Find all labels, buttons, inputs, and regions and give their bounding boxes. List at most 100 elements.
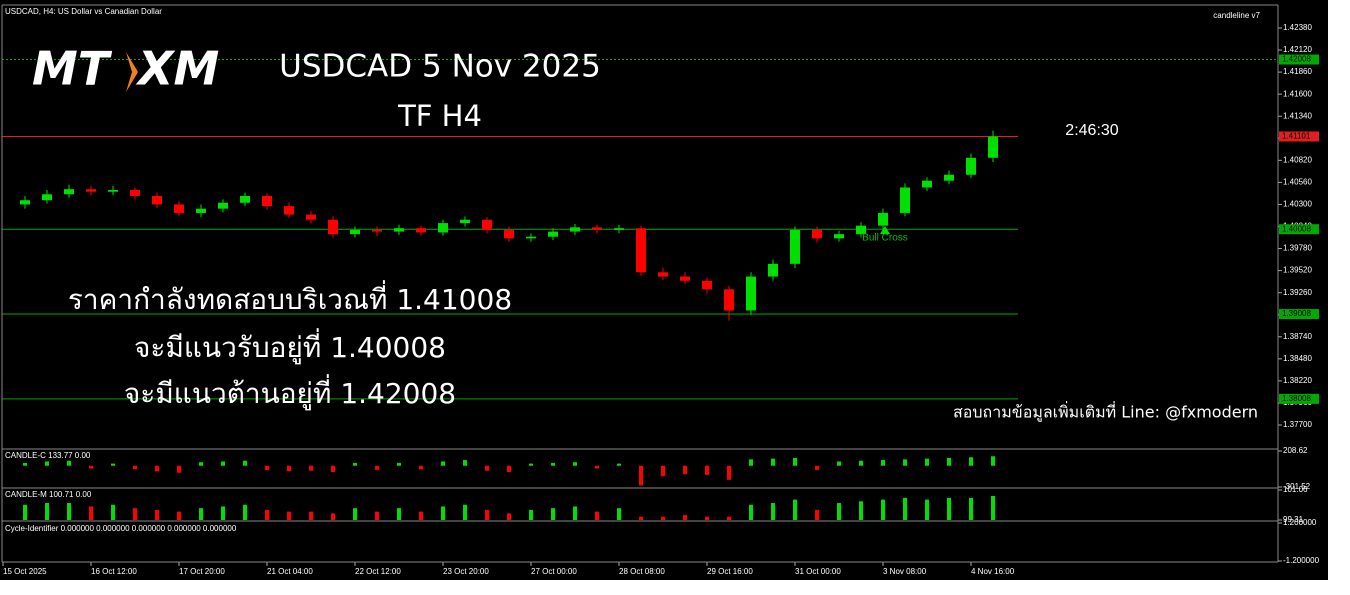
histogram-bar xyxy=(815,509,819,520)
candle-body xyxy=(790,229,800,264)
candle-body xyxy=(592,227,602,230)
x-tick-label: 22 Oct 12:00 xyxy=(355,567,401,576)
histogram-bar xyxy=(639,516,643,520)
bull-cross-arrow xyxy=(880,226,890,234)
histogram-bar xyxy=(199,462,203,466)
candle-body xyxy=(130,190,140,196)
candle-body xyxy=(306,214,316,220)
histogram-bar xyxy=(485,509,489,520)
x-tick-label: 31 Oct 00:00 xyxy=(795,567,841,576)
histogram-bar xyxy=(287,465,291,472)
histogram-bar xyxy=(485,465,489,471)
price-label-bg xyxy=(1279,309,1319,320)
histogram-bar xyxy=(375,511,379,520)
histogram-bar xyxy=(903,497,907,520)
y-tick-label: 1.42380 xyxy=(1283,23,1312,32)
price-label-bg xyxy=(1279,393,1319,404)
indicator-name: candleline v7 xyxy=(1213,11,1260,20)
candle-body xyxy=(922,180,932,188)
y-tick-label: 1.40560 xyxy=(1283,177,1312,186)
histogram-bar xyxy=(67,460,71,466)
footer: สอบถามข้อมูลเพิ่มเติมที่ Line: @fxmodern xyxy=(953,401,1258,423)
histogram-bar xyxy=(947,497,951,520)
histogram-bar xyxy=(133,508,137,520)
candle-body xyxy=(614,228,624,230)
text-layer: USDCAD, H4: US Dollar vs Canadian Dollar… xyxy=(1,4,1320,576)
histogram-bar xyxy=(23,504,27,520)
histogram-bar xyxy=(661,465,665,477)
x-tick-label: 27 Oct 00:00 xyxy=(531,567,577,576)
candle-body xyxy=(240,195,250,203)
y-tick-label: 1.41340 xyxy=(1283,111,1312,120)
x-tick-label: 17 Oct 20:00 xyxy=(179,567,225,576)
histogram-bar xyxy=(925,458,929,466)
plot-layer xyxy=(2,27,1282,566)
histogram-bar xyxy=(419,465,423,470)
candle-body xyxy=(680,276,690,281)
candle-body xyxy=(548,231,558,237)
panel-title: CANDLE-M 100.71 0.00 xyxy=(5,490,92,499)
chart-title: USDCAD 5 Nov 2025 xyxy=(279,49,601,85)
candle-body xyxy=(724,289,734,311)
candle-body xyxy=(988,136,998,158)
histogram-bar xyxy=(45,503,49,520)
x-tick-label: 23 Oct 20:00 xyxy=(443,567,489,576)
histogram-bar xyxy=(463,504,467,520)
candle-body xyxy=(658,272,668,277)
y-tick-label: -301.52 xyxy=(1283,482,1311,491)
logo-arrow xyxy=(126,52,138,92)
histogram-bar xyxy=(837,461,841,466)
candle-body xyxy=(702,280,712,290)
background xyxy=(0,0,1328,580)
histogram-bar xyxy=(133,465,137,470)
histogram-bar xyxy=(67,503,71,520)
x-tick-label: 3 Nov 08:00 xyxy=(883,567,927,576)
histogram-bar xyxy=(639,465,643,486)
histogram-bar xyxy=(969,497,973,520)
histogram-bar xyxy=(507,513,511,520)
candle-body xyxy=(460,219,470,224)
histogram-bar xyxy=(397,462,401,466)
annotation: Bull Cross xyxy=(862,233,908,244)
x-tick-label: 21 Oct 04:00 xyxy=(267,567,313,576)
logo-xm: XM xyxy=(135,42,219,96)
histogram-bar xyxy=(463,460,467,466)
histogram-bar xyxy=(793,457,797,466)
histogram-bar xyxy=(617,508,621,520)
y-tick-label: 101.06 xyxy=(1283,485,1308,494)
price-label-bg xyxy=(1279,54,1319,65)
candle-body xyxy=(504,229,514,239)
histogram-bar xyxy=(991,496,995,520)
candle-body xyxy=(416,228,426,233)
candle-body xyxy=(394,228,404,232)
histogram-bar xyxy=(155,509,159,520)
histogram-bar xyxy=(925,499,929,520)
x-tick-label: 29 Oct 16:00 xyxy=(707,567,753,576)
candle-body xyxy=(812,229,822,239)
histogram-bar xyxy=(23,462,27,466)
x-tick-label: 16 Oct 12:00 xyxy=(91,567,137,576)
histogram-bar xyxy=(529,463,533,466)
y-tick-label: 1.39780 xyxy=(1283,244,1312,253)
histogram-bar xyxy=(727,465,731,480)
histogram-bar xyxy=(199,508,203,520)
candle-body xyxy=(328,219,338,235)
panel-title: Cycle-Identifier 0.000000 0.000000 0.000… xyxy=(5,524,237,533)
histogram-bar xyxy=(243,460,247,466)
histogram-bar xyxy=(45,461,49,466)
price-label: 1.41101 xyxy=(1282,132,1311,141)
histogram-bar xyxy=(265,509,269,520)
price-label-bg xyxy=(1279,131,1319,142)
price-label-bg xyxy=(1279,224,1319,235)
histogram-bar xyxy=(353,508,357,520)
x-tick-label: 4 Nov 16:00 xyxy=(971,567,1015,576)
histogram-bar xyxy=(859,460,863,466)
histogram-bar xyxy=(309,465,313,471)
y-tick-label: 1.38740 xyxy=(1283,332,1312,341)
y-tick-label: 1.38480 xyxy=(1283,354,1312,363)
histogram-bar xyxy=(375,465,379,470)
note: ราคากำลังทดสอบบริเวณที่ 1.41008 xyxy=(68,280,512,316)
candle-body xyxy=(86,189,96,192)
histogram-bar xyxy=(815,465,819,470)
histogram-bar xyxy=(969,457,973,466)
